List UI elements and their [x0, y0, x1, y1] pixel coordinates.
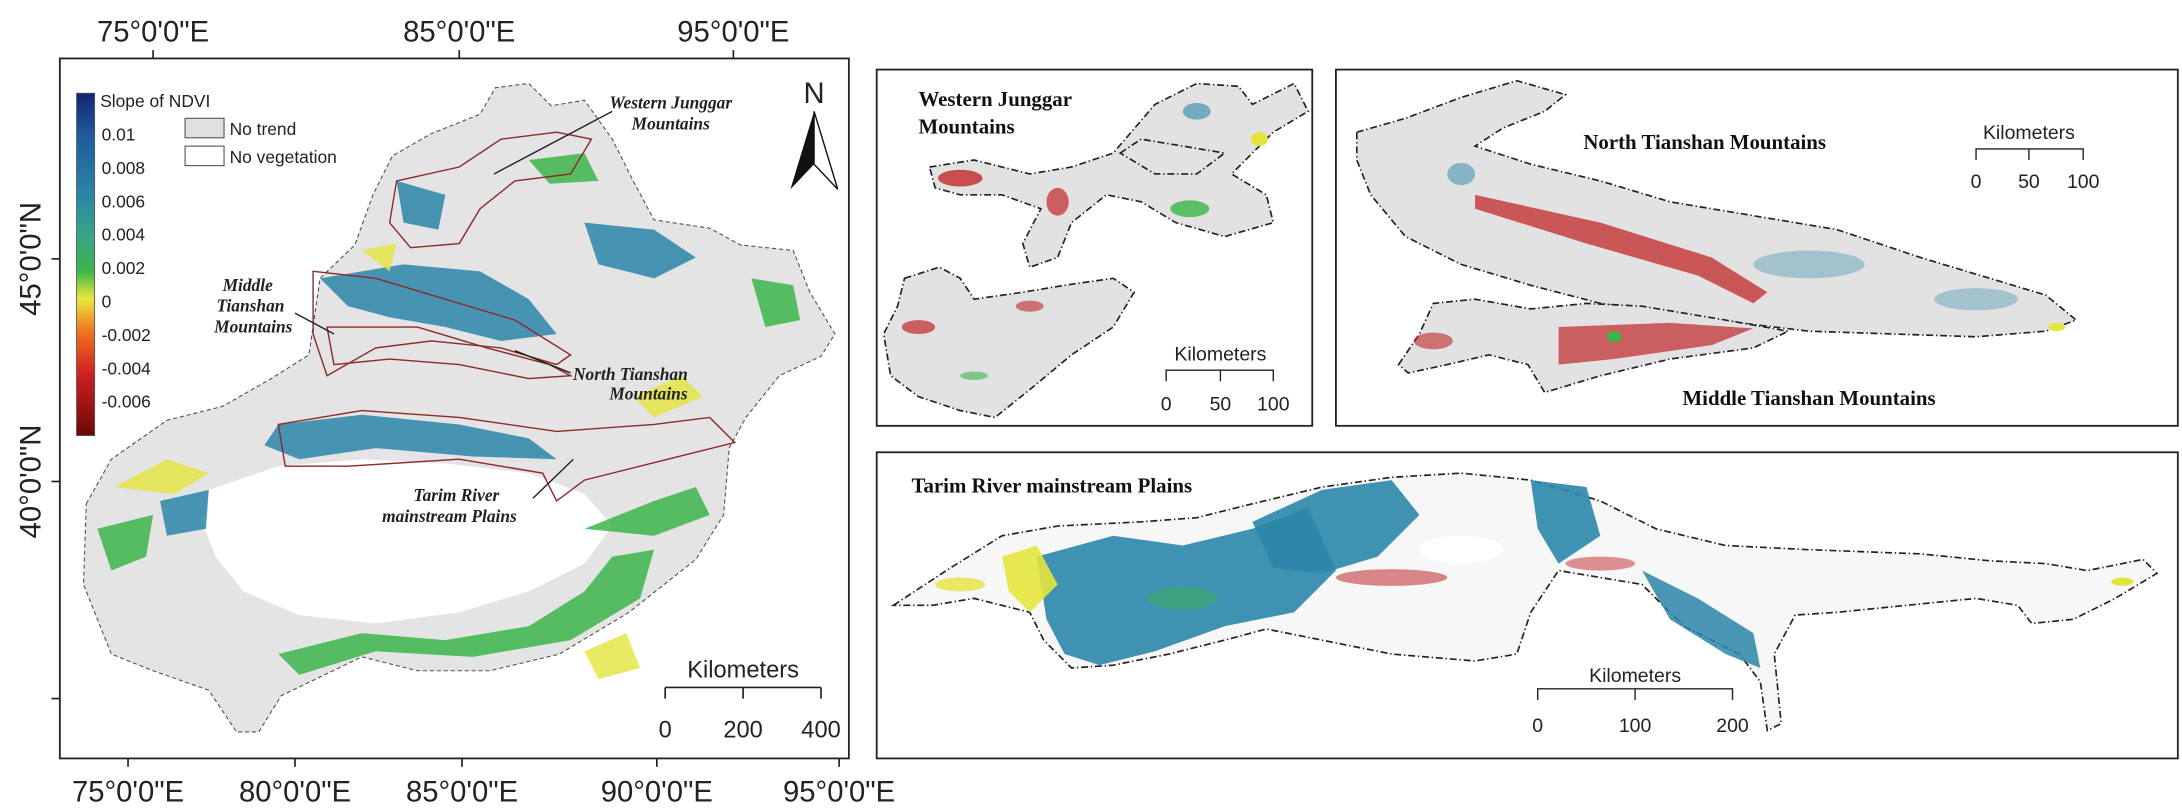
frame-ticks	[51, 50, 840, 767]
ramp-label: 0.008	[102, 158, 145, 178]
region-shape	[928, 82, 1310, 269]
region-label: Mountains	[608, 384, 687, 403]
inset-title: Western Junggar	[918, 87, 1072, 111]
ramp-label: 0.002	[102, 258, 145, 278]
inset-title: Middle Tianshan Mountains	[1682, 386, 1935, 410]
scale-bar: Kilometers 0 50 100	[1971, 122, 2100, 193]
inset-frame	[875, 68, 1314, 427]
region-label: Tianshan	[217, 297, 285, 316]
ramp-label: 0.004	[102, 225, 146, 245]
scale-title: Kilometers	[687, 658, 799, 684]
ramp-label: -0.004	[102, 358, 152, 378]
region-shape	[1355, 79, 2078, 338]
region-shape	[882, 266, 1136, 419]
xinjiang-outline	[82, 82, 836, 733]
taklimakan-no-vegetation	[201, 459, 613, 624]
scale-label: 50	[1210, 394, 1232, 416]
region-label: Western Junggar	[609, 94, 732, 113]
scale-label: 100	[2067, 171, 2100, 193]
scale-label: 50	[2018, 171, 2040, 193]
legend-label: No trend	[230, 119, 297, 139]
scale-label: 100	[1257, 394, 1290, 416]
region-label: Mountains	[213, 318, 292, 337]
bottom-axis-label: 90°0'0"E	[601, 777, 713, 809]
region-label: North Tianshan	[572, 365, 688, 384]
scale-title: Kilometers	[1983, 122, 2075, 144]
trend-pixels	[1413, 162, 2066, 365]
legend-title: Slope of NDVI	[100, 91, 210, 111]
scale-title: Kilometers	[1589, 665, 1681, 687]
bottom-axis-label: 95°0'0"E	[783, 777, 895, 809]
scale-label: 0	[659, 718, 672, 744]
ramp-label: 0.01	[102, 125, 136, 145]
top-axis-label: 75°0'0"E	[97, 17, 209, 49]
region-boundaries	[277, 131, 737, 503]
leader-lines	[294, 110, 613, 499]
bottom-axis-label: 85°0'0"E	[406, 777, 518, 809]
ramp-label: -0.002	[102, 325, 151, 345]
top-axis-label: 95°0'0"E	[677, 17, 789, 49]
scale-bar: Kilometers 0 200 400	[659, 658, 841, 744]
top-axis-label: 85°0'0"E	[403, 17, 515, 49]
bottom-axis-label: 75°0'0"E	[72, 777, 184, 809]
bottom-axis-label: 80°0'0"E	[239, 777, 351, 809]
trend-pixels	[935, 480, 2134, 668]
scale-bar: Kilometers 0 100 200	[1532, 665, 1749, 737]
scale-label: 0	[1161, 394, 1172, 416]
scale-label: 200	[1716, 715, 1749, 737]
scale-label: 0	[1532, 715, 1543, 737]
no-trend-swatch	[184, 117, 225, 139]
region-label: Middle	[222, 276, 273, 295]
ramp-label: -0.006	[102, 392, 151, 412]
inset-tianshan: North Tianshan Mountains Middle Tianshan…	[1335, 68, 2179, 427]
inset-tarim: Tarim River mainstream Plains Kilometers…	[875, 451, 2179, 760]
scale-label: 400	[801, 718, 840, 744]
north-arrow: N	[790, 78, 839, 190]
scale-label: 0	[1971, 171, 1982, 193]
region-label: Tarim River	[414, 486, 500, 505]
left-axis-label: 40°0'0"N	[15, 425, 47, 539]
scale-title: Kilometers	[1174, 343, 1266, 365]
inset-title: Tarim River mainstream Plains	[911, 474, 1192, 498]
no-vegetation-swatch	[184, 145, 225, 167]
region-label: Mountains	[631, 114, 710, 133]
legend-label: No vegetation	[230, 147, 337, 167]
inset-frame	[1335, 68, 2179, 427]
ramp-label: 0.006	[102, 191, 145, 211]
scale-label: 100	[1619, 715, 1652, 737]
map-frame	[58, 57, 850, 760]
main-map: 75°0'0"E 85°0'0"E 95°0'0"E 75°0'0"E 80°0…	[15, 17, 895, 809]
vegetation-teal	[160, 180, 696, 536]
north-label: N	[804, 78, 825, 110]
ramp-label: 0	[102, 292, 112, 312]
color-ramp	[76, 92, 96, 436]
inset-western-junggar: Western Junggar Mountains Kilometers 0 5…	[875, 68, 1314, 427]
trend-pixels	[901, 102, 1268, 380]
inset-title: North Tianshan Mountains	[1583, 130, 1826, 154]
inset-title: Mountains	[918, 115, 1014, 139]
scale-label: 200	[723, 718, 762, 744]
legend: Slope of NDVI 0.01 0.008 0.006 0.004 0.0…	[76, 91, 337, 436]
region-shape	[890, 472, 2159, 732]
scale-bar: Kilometers 0 50 100	[1161, 343, 1290, 415]
left-axis-label: 45°0'0"N	[15, 202, 47, 316]
region-label: mainstream Plains	[382, 507, 517, 526]
inset-frame	[875, 451, 2179, 760]
